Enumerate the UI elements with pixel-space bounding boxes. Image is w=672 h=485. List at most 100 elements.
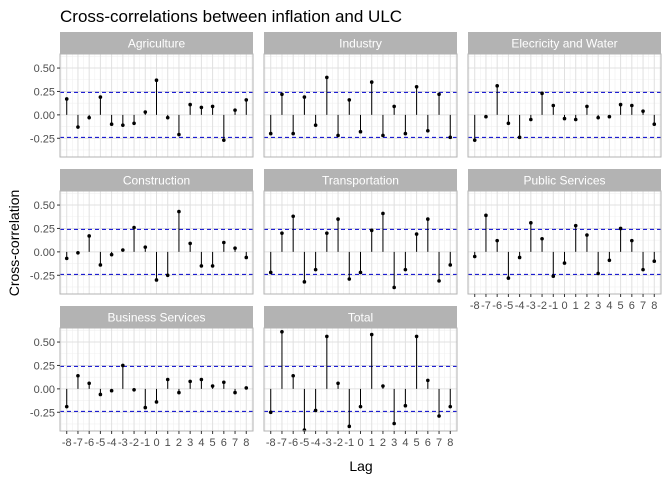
lollipop-point (188, 241, 192, 246)
lollipop-point (233, 246, 237, 250)
lollipop-point (165, 377, 170, 382)
lollipop-point (641, 109, 645, 113)
x-tick-label: 2 (176, 437, 182, 449)
x-tick-label: 5 (414, 437, 420, 449)
lollipop-point (233, 108, 237, 112)
lollipop-point (369, 80, 374, 84)
panel-industry: Industry (263, 32, 458, 158)
lollipop-point (143, 405, 148, 410)
lollipop-point (573, 117, 578, 122)
facet-label: Public Services (523, 174, 605, 188)
y-tick-label: 0.25 (34, 223, 55, 235)
lollipop-point (652, 259, 657, 264)
x-tick-label: -3 (526, 300, 536, 312)
lollipop-point (313, 408, 318, 413)
x-tick-label: -4 (515, 300, 525, 312)
lollipop-point (143, 245, 148, 249)
lollipop-point (244, 386, 249, 390)
x-tick-label: 5 (210, 437, 216, 449)
lollipop-point (154, 278, 159, 282)
lollipop-point (76, 125, 80, 129)
lollipop-point (280, 92, 284, 97)
facet-strip (60, 32, 253, 54)
lollipop-point (64, 256, 69, 261)
lollipop-point (132, 388, 136, 392)
x-tick-label: -2 (537, 300, 547, 312)
lollipop-point (472, 254, 477, 259)
lollipop-point (210, 384, 215, 388)
lollipop-point (381, 384, 385, 388)
lollipop-point (551, 274, 556, 279)
facet-strip (60, 306, 253, 328)
lollipop-point (495, 84, 499, 88)
lollipop-point (87, 234, 91, 238)
x-tick-label: -6 (84, 437, 94, 449)
facet-strip (264, 169, 457, 191)
facet-label: Business Services (107, 311, 205, 325)
facet-label: Industry (339, 37, 382, 51)
lollipop-point (280, 329, 284, 334)
lollipop-point (177, 209, 181, 214)
lollipop-point (291, 373, 295, 378)
lollipop-point (109, 122, 114, 127)
x-tick-label: 0 (357, 437, 363, 449)
x-tick-label: -5 (504, 300, 514, 312)
lollipop-point (426, 128, 430, 133)
y-tick-label: 0.25 (34, 86, 55, 98)
lollipop-point (325, 334, 329, 339)
facet-strip (468, 169, 661, 191)
lollipop-point (529, 117, 533, 122)
x-axis-title: Lag (349, 458, 372, 474)
lollipop-point (641, 267, 645, 272)
panel-agriculture: Agriculture 0.50 0.25 0.00 -0.25 (30, 32, 254, 158)
x-tick-label: 3 (391, 437, 397, 449)
x-tick-label: 3 (187, 437, 193, 449)
x-tick-label: -4 (107, 437, 117, 449)
x-tick-label: -6 (288, 437, 298, 449)
lollipop-point (484, 114, 488, 119)
lollipop-point (607, 258, 612, 263)
x-tick-label: 8 (651, 300, 657, 312)
y-tick-label: -0.25 (30, 270, 55, 282)
x-tick-label: 4 (198, 437, 204, 449)
facet-strip (60, 169, 253, 191)
lollipop-point (551, 103, 556, 108)
lollipop-point (98, 392, 103, 397)
lollipop-point (121, 123, 125, 127)
chart-title: Cross-correlations between inflation and… (60, 7, 402, 26)
x-tick-label: 5 (618, 300, 624, 312)
lollipop-point (98, 263, 103, 267)
x-tick-label: -7 (277, 437, 287, 449)
lollipop-point (403, 131, 408, 136)
y-tick-label: -0.25 (30, 133, 55, 145)
lollipop-point (98, 95, 103, 99)
lollipop-point (76, 251, 80, 255)
x-tick-label: 2 (584, 300, 590, 312)
lollipop-point (392, 421, 396, 426)
lollipop-point (347, 98, 352, 102)
panel-border (59, 190, 254, 295)
x-tick-label: -1 (344, 437, 354, 449)
lollipop-point (381, 133, 385, 138)
lollipop-point (109, 388, 114, 393)
lollipop-point (448, 404, 453, 409)
lollipop-point (291, 131, 295, 136)
x-tick-label: -7 (73, 437, 83, 449)
lollipop-point (358, 404, 363, 409)
y-tick-label: 0.00 (34, 110, 55, 122)
lollipop-point (336, 133, 340, 138)
x-tick-label: -3 (322, 437, 332, 449)
lollipop-point (437, 414, 441, 418)
panel-construction: Construction 0.50 0.25 0.00 -0.25 (30, 169, 254, 295)
facet-label: Transportation (322, 174, 399, 188)
lollipop-point (336, 381, 340, 386)
facet-label: Total (348, 311, 373, 325)
x-tick-label: -1 (548, 300, 558, 312)
lollipop-point (403, 267, 408, 272)
lollipop-point (596, 271, 600, 276)
lollipop-point (132, 121, 136, 126)
y-tick-label: 0.50 (34, 63, 55, 75)
lollipop-point (506, 121, 511, 126)
x-tick-label: 7 (436, 437, 442, 449)
lollipop-point (540, 91, 544, 96)
